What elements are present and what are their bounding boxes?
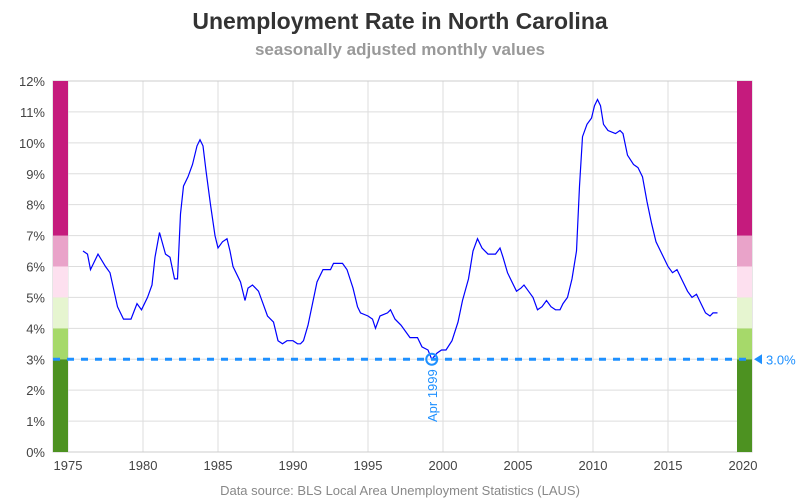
minimum-marker	[425, 352, 439, 366]
color-band	[737, 297, 752, 329]
chart-subtitle: seasonally adjusted monthly values	[255, 40, 545, 59]
color-band	[53, 359, 68, 452]
y-tick-label: 2%	[26, 383, 45, 398]
reference-label: 3.0%	[766, 352, 796, 367]
series-line	[82, 98, 718, 361]
y-tick-label: 4%	[26, 321, 45, 336]
color-band	[53, 297, 68, 329]
x-tick-label: 2010	[579, 458, 608, 473]
color-band	[737, 235, 752, 267]
y-tick-label: 6%	[26, 260, 45, 275]
y-tick-label: 3%	[26, 352, 45, 367]
x-tick-label: 1995	[354, 458, 383, 473]
color-band	[737, 266, 752, 298]
x-tick-label: 2000	[429, 458, 458, 473]
color-band	[53, 81, 68, 236]
reference-line: 3.0% Apr 1999	[53, 352, 796, 422]
x-tick-label: 1985	[204, 458, 233, 473]
x-tick-label: 2020	[729, 458, 758, 473]
y-tick-label: 12%	[19, 74, 45, 89]
reference-arrow-icon	[754, 354, 762, 365]
y-tick-label: 8%	[26, 198, 45, 213]
y-tick-label: 0%	[26, 445, 45, 460]
y-tick-label: 7%	[26, 229, 45, 244]
y-tick-label: 10%	[19, 136, 45, 151]
x-tick-label: 1990	[279, 458, 308, 473]
color-band	[737, 328, 752, 360]
grid	[52, 80, 753, 453]
color-band	[53, 235, 68, 267]
color-band	[53, 266, 68, 298]
y-tick-label: 11%	[20, 105, 45, 120]
y-tick-label: 1%	[26, 414, 45, 429]
color-band	[737, 359, 752, 452]
color-bands	[53, 81, 752, 452]
footnote: Data source: BLS Local Area Unemployment…	[220, 483, 580, 498]
y-tick-label: 5%	[26, 290, 45, 305]
x-tick-label: 2015	[654, 458, 683, 473]
chart-title: Unemployment Rate in North Carolina	[192, 8, 608, 34]
minimum-date-label: Apr 1999	[425, 369, 440, 422]
x-tick-label: 1980	[129, 458, 158, 473]
x-tick-label: 2005	[504, 458, 533, 473]
color-band	[53, 328, 68, 360]
x-tick-label: 1975	[54, 458, 83, 473]
y-tick-label: 9%	[26, 167, 45, 182]
x-axis: 1975 1980 1985 1990 1995 2000 2005 2010 2015 2020	[54, 458, 758, 473]
y-axis: 0% 1% 2% 3% 4% 5% 6% 7% 8% 9% 10% 11% 12%	[19, 74, 45, 460]
color-band	[737, 81, 752, 236]
